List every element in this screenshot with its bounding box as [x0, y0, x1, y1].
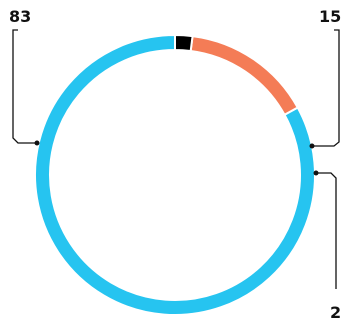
data-label-83: 83 — [9, 7, 31, 26]
callout-15: 15 — [309, 7, 341, 149]
callout-83: 83 — [9, 7, 40, 146]
leader-line-2 — [316, 172, 337, 289]
donut-slices — [34, 33, 316, 316]
leader-dot-15 — [309, 143, 315, 149]
slice-83 — [34, 33, 316, 316]
data-label-2: 2 — [330, 303, 341, 320]
slice-15 — [189, 34, 300, 117]
leader-dot-83 — [34, 140, 40, 146]
slice-2 — [174, 33, 194, 53]
leader-line-83 — [12, 29, 37, 144]
leader-dot-2 — [313, 170, 319, 176]
callout-2: 2 — [313, 170, 341, 320]
data-label-15: 15 — [319, 7, 341, 26]
leader-line-15 — [312, 29, 340, 147]
